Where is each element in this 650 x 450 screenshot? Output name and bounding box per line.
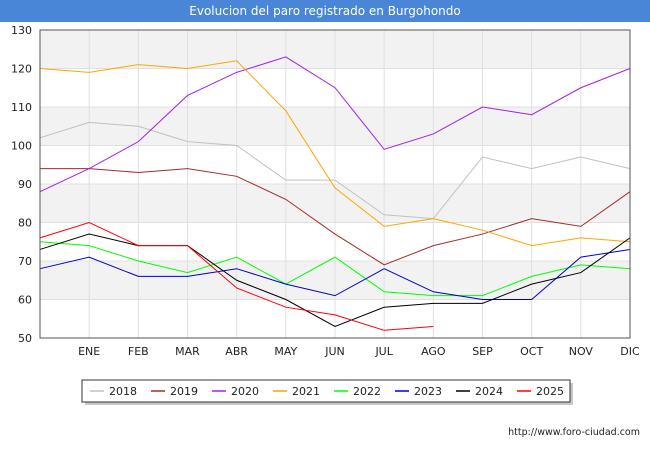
y-tick-label: 90 xyxy=(18,178,32,191)
series-line-2022 xyxy=(39,241,631,297)
legend-label-2019: 2019 xyxy=(170,385,198,398)
x-tick-label: MAY xyxy=(274,345,297,358)
y-tick-label: 60 xyxy=(18,294,32,307)
series-lines xyxy=(39,56,631,331)
y-tick-label: 80 xyxy=(18,217,32,230)
series-line-2018 xyxy=(39,121,631,220)
grid-lines xyxy=(40,29,631,339)
plot-frame xyxy=(39,29,631,339)
x-tick-label: DIC xyxy=(620,345,640,358)
x-tick-label: JUN xyxy=(324,345,345,358)
x-tick-label: JUL xyxy=(374,345,393,358)
series-line-2021 xyxy=(39,60,631,247)
y-tick-label: 100 xyxy=(11,140,32,153)
x-tick-label: ABR xyxy=(225,345,248,358)
chart-title: Evolucion del paro registrado en Burgoho… xyxy=(0,0,650,22)
x-tick-label: SEP xyxy=(472,345,493,358)
series-line-2025 xyxy=(39,221,434,331)
x-tick-label: OCT xyxy=(520,345,543,358)
series-line-2020 xyxy=(39,56,631,193)
legend-label-2022: 2022 xyxy=(353,385,381,398)
legend-label-2021: 2021 xyxy=(292,385,320,398)
legend-label-2023: 2023 xyxy=(414,385,442,398)
y-tick-label: 110 xyxy=(11,101,32,114)
x-tick-label: ENE xyxy=(78,345,100,358)
legend-label-2020: 2020 xyxy=(231,385,259,398)
x-tick-label: FEB xyxy=(128,345,149,358)
legend: 2018 2019 2020 2021 2022 2023 2024 2025 xyxy=(81,379,573,405)
legend-box xyxy=(81,379,571,403)
x-tick-label: MAR xyxy=(175,345,200,358)
series-line-2023 xyxy=(39,248,631,300)
y-tick-label: 120 xyxy=(11,63,32,76)
x-tick-label: NOV xyxy=(569,345,594,358)
x-tick-label: AGO xyxy=(421,345,446,358)
legend-label-2024: 2024 xyxy=(475,385,503,398)
series-line-2019 xyxy=(40,168,631,266)
legend-label-2025: 2025 xyxy=(536,385,564,398)
y-axis: 50 60 70 80 90 100 110 120 130 xyxy=(11,24,32,345)
x-axis: ENE FEB MAR ABR MAY JUN JUL AGO SEP OCT NOV DIC xyxy=(78,345,640,358)
source-url[interactable]: http://www.foro-ciudad.com xyxy=(508,427,640,438)
legend-label-2018: 2018 xyxy=(109,385,137,398)
y-tick-label: 70 xyxy=(18,255,32,268)
y-tick-label: 50 xyxy=(18,332,32,345)
y-tick-label: 130 xyxy=(11,24,32,37)
